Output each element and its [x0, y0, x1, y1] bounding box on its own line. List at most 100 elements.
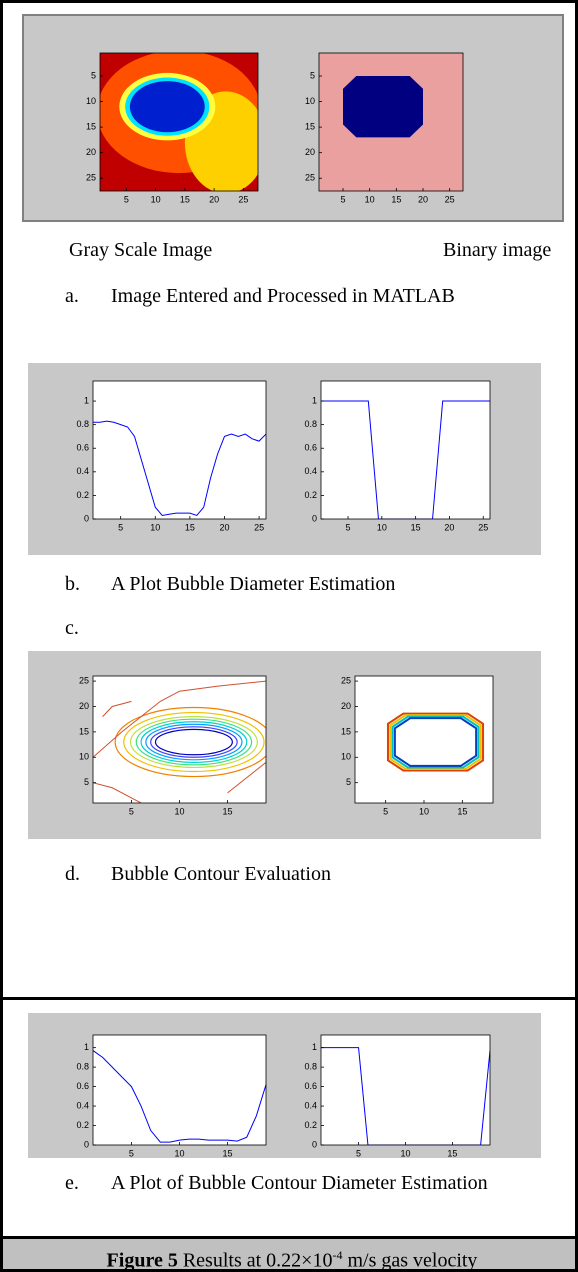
x-tick-label: 10 — [174, 1148, 184, 1158]
x-tick-label: 10 — [151, 194, 161, 204]
caption-text: A Plot Bubble Diameter Estimation — [111, 569, 571, 599]
y-tick-label: 0.4 — [304, 466, 317, 476]
axes-background — [321, 381, 490, 519]
y-tick-label: 0.2 — [304, 490, 317, 500]
x-tick-label: 10 — [150, 522, 160, 532]
y-tick-label: 0 — [84, 513, 89, 523]
x-tick-label: 15 — [185, 522, 195, 532]
y-tick-label: 5 — [346, 777, 351, 787]
y-tick-label: 10 — [305, 96, 315, 106]
x-tick-label: 5 — [129, 1148, 134, 1158]
y-tick-label: 1 — [312, 395, 317, 405]
y-tick-label: 0.4 — [304, 1100, 317, 1110]
x-tick-label: 10 — [400, 1148, 410, 1158]
x-tick-label: 5 — [340, 194, 345, 204]
y-tick-label: 1 — [84, 1042, 89, 1052]
y-tick-label: 0 — [84, 1139, 89, 1149]
x-tick-label: 25 — [445, 194, 455, 204]
y-tick-label: 0.2 — [76, 490, 89, 500]
caption-marker: c. — [65, 613, 79, 643]
caption-text: Bubble Contour Evaluation — [111, 859, 571, 889]
x-tick-label: 5 — [383, 806, 388, 816]
x-tick-label: 20 — [444, 522, 454, 532]
caption-marker: e. — [65, 1163, 79, 1203]
x-tick-label: 5 — [124, 194, 129, 204]
axes-background — [93, 381, 266, 519]
page: 5101520255101520255101520255101520255101… — [0, 0, 578, 1272]
y-tick-label: 10 — [86, 96, 96, 106]
y-tick-label: 5 — [310, 70, 315, 80]
y-tick-label: 20 — [79, 701, 89, 711]
x-tick-label: 5 — [356, 1148, 361, 1158]
shape — [130, 81, 205, 132]
axes-background — [93, 676, 266, 803]
x-tick-label: 15 — [411, 522, 421, 532]
y-tick-label: 0 — [312, 1139, 317, 1149]
caption-text: m/s gas velocity — [347, 1250, 477, 1272]
plot-area — [319, 53, 463, 191]
y-tick-label: 15 — [305, 121, 315, 131]
caption-text: A Plot of Bubble Contour Diameter Estima… — [111, 1163, 571, 1203]
y-tick-label: 0.8 — [76, 1061, 89, 1071]
y-tick-label: 0 — [312, 513, 317, 523]
y-tick-label: 5 — [84, 777, 89, 787]
y-tick-label: 15 — [79, 726, 89, 736]
y-tick-label: 0.2 — [304, 1120, 317, 1130]
y-tick-label: 1 — [84, 395, 89, 405]
y-tick-label: 20 — [305, 147, 315, 157]
x-tick-label: 10 — [377, 522, 387, 532]
y-tick-label: 10 — [79, 752, 89, 762]
y-tick-label: 25 — [86, 173, 96, 183]
shape — [395, 718, 476, 766]
y-tick-label: 0.8 — [76, 419, 89, 429]
x-tick-label: 5 — [118, 522, 123, 532]
figure-caption: Figure 5 Results at 0.22×10-4 m/s gas ve… — [3, 1236, 578, 1272]
x-tick-label: 10 — [365, 194, 375, 204]
x-tick-label: 15 — [457, 806, 467, 816]
x-tick-label: 20 — [219, 522, 229, 532]
x-tick-label: 15 — [223, 806, 233, 816]
x-tick-label: 20 — [209, 194, 219, 204]
y-tick-label: 0.6 — [76, 1081, 89, 1091]
y-tick-label: 15 — [86, 121, 96, 131]
x-tick-label: 20 — [418, 194, 428, 204]
x-tick-label: 10 — [174, 806, 184, 816]
y-tick-label: 25 — [305, 173, 315, 183]
y-tick-label: 0.8 — [304, 1061, 317, 1071]
x-tick-label: 10 — [419, 806, 429, 816]
x-tick-label: 25 — [254, 522, 264, 532]
caption-marker: b. — [65, 569, 80, 599]
caption-superscript: -4 — [332, 1248, 342, 1262]
x-tick-label: 5 — [346, 522, 351, 532]
y-tick-label: 20 — [86, 147, 96, 157]
y-tick-label: 15 — [341, 726, 351, 736]
y-tick-label: 0.2 — [76, 1120, 89, 1130]
caption-marker: a. — [65, 273, 79, 320]
x-tick-label: 15 — [223, 1148, 233, 1158]
x-tick-label: 25 — [478, 522, 488, 532]
y-tick-label: 10 — [341, 752, 351, 762]
figure-label: Figure 5 — [107, 1250, 178, 1272]
y-tick-label: 25 — [341, 675, 351, 685]
x-tick-label: 15 — [391, 194, 401, 204]
y-tick-label: 0.6 — [76, 443, 89, 453]
y-tick-label: 5 — [91, 70, 96, 80]
y-tick-label: 0.4 — [76, 1100, 89, 1110]
image-label: Binary image — [443, 239, 551, 262]
x-tick-label: 25 — [238, 194, 248, 204]
caption-marker: d. — [65, 859, 80, 889]
caption-text: Results at 0.22×10 — [183, 1250, 333, 1272]
divider — [3, 997, 578, 1000]
x-tick-label: 5 — [129, 806, 134, 816]
axes-background — [321, 1035, 490, 1145]
y-tick-label: 20 — [341, 701, 351, 711]
image-label: Gray Scale Image — [69, 239, 212, 262]
x-tick-label: 15 — [180, 194, 190, 204]
y-tick-label: 1 — [312, 1042, 317, 1052]
axes-background — [93, 1035, 266, 1145]
shape — [343, 76, 423, 137]
y-tick-label: 0.8 — [304, 419, 317, 429]
y-tick-label: 25 — [79, 675, 89, 685]
plot-area — [97, 50, 267, 193]
